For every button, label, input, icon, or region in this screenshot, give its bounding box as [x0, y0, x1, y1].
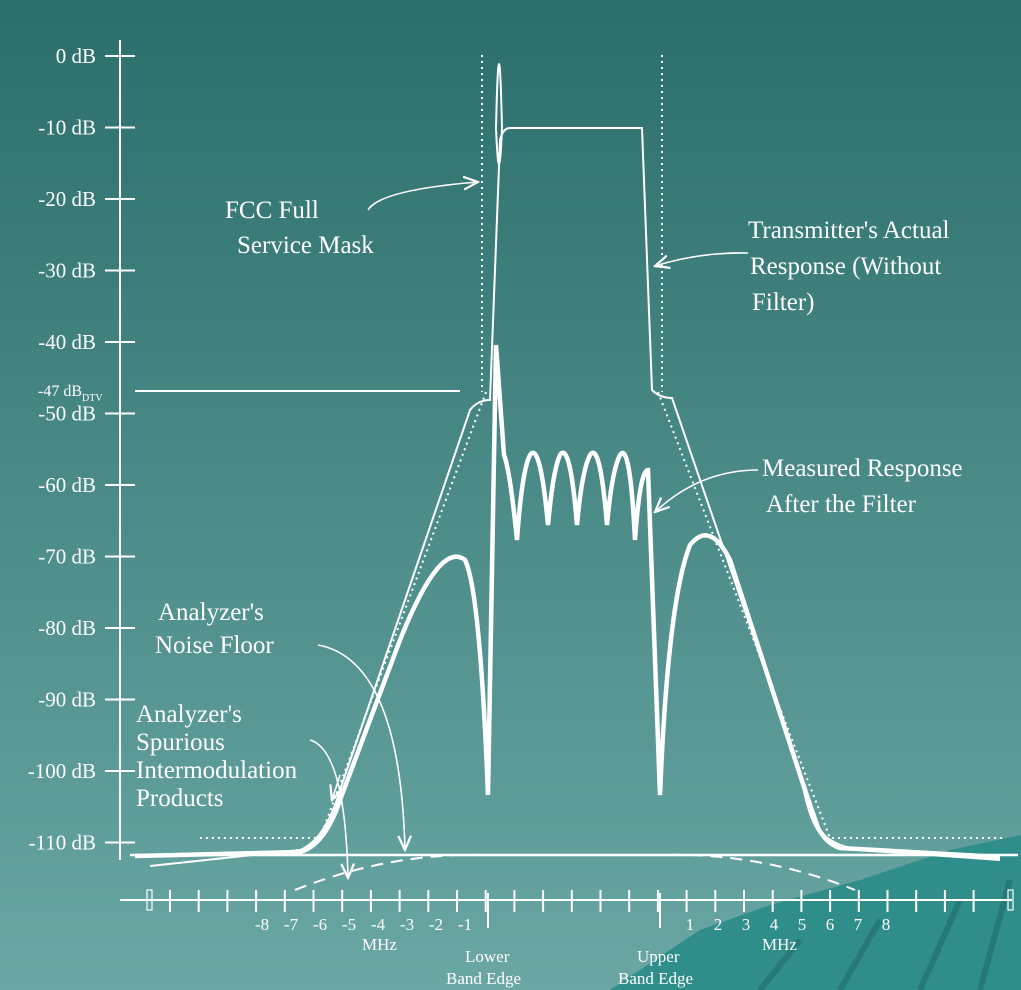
y-tick-label: -110 dB — [29, 831, 96, 855]
annotation: Products — [136, 785, 224, 812]
annotation: Intermodulation — [136, 757, 298, 784]
x-tick-label: -5 — [342, 915, 356, 934]
y-tick-label: -70 dB — [38, 545, 96, 569]
y-tick-label: -50 dB — [38, 402, 96, 426]
arrow — [332, 774, 340, 800]
spurious-products — [294, 853, 856, 891]
x-tick-label: -8 — [255, 915, 269, 934]
dtv-level: -47 dBDTV — [38, 383, 103, 404]
x-unit: MHz — [362, 935, 397, 954]
annotation: Spurious — [136, 729, 225, 756]
measured-response — [134, 344, 1001, 860]
x-unit: MHz — [762, 935, 797, 954]
x-tick-label: 5 — [798, 915, 807, 934]
y-tick-label: -90 dB — [38, 688, 96, 712]
annotation: Filter) — [752, 289, 815, 316]
axes — [105, 40, 1014, 928]
annotation: Analyzer's — [158, 599, 264, 626]
band-edge-label: Band Edge — [618, 969, 693, 988]
y-tick-label: -60 dB — [38, 473, 96, 497]
x-tick-label: 7 — [854, 915, 863, 934]
annotation: FCC Full — [225, 197, 319, 224]
y-tick-label: -10 dB — [38, 116, 96, 140]
y-tick-label: -30 dB — [38, 259, 96, 283]
y-tick-label: -20 dB — [38, 187, 96, 211]
axis-end — [146, 889, 153, 911]
x-tick-label: -1 — [458, 915, 472, 934]
arrow — [317, 644, 405, 850]
arrows — [309, 182, 759, 878]
fcc-mask — [200, 55, 1005, 839]
x-tick-label: 3 — [742, 915, 751, 934]
x-tick-label: -6 — [313, 915, 327, 934]
y-tick-label: -40 dB — [38, 330, 96, 354]
x-tick-label: 4 — [770, 915, 779, 934]
x-tick-label: -2 — [429, 915, 443, 934]
x-tick-label: 2 — [714, 915, 723, 934]
band-edge-label: Lower — [465, 947, 510, 966]
annotation: Analyzer's — [136, 701, 242, 728]
annotation: Noise Floor — [155, 632, 274, 659]
curves — [130, 55, 1018, 891]
arrow — [655, 469, 759, 512]
band-edge-label: Upper — [637, 947, 680, 966]
arrow — [309, 739, 348, 878]
annotation: Measured Response — [762, 455, 963, 482]
annotation: After the Filter — [766, 491, 917, 518]
carrier-spike — [495, 63, 504, 165]
x-tick-label: 1 — [686, 915, 695, 934]
y-tick-label: 0 dB — [56, 44, 96, 68]
x-tick-label: -4 — [371, 915, 386, 934]
axis-end — [1007, 889, 1014, 911]
band-edge-label: Band Edge — [446, 969, 521, 988]
decor-stripes — [757, 879, 1013, 990]
decor-hill — [610, 835, 1021, 990]
annotation: Transmitter's Actual — [748, 217, 950, 244]
y-tick-label: -100 dB — [28, 759, 96, 783]
x-tick-label: 6 — [826, 915, 835, 934]
labels: -47 dBDTV MHz MHz Lower Band Edge Upper … — [28, 44, 963, 988]
x-tick-label: -3 — [400, 915, 414, 934]
y-tick-label: -80 dB — [38, 616, 96, 640]
arrow — [367, 182, 478, 211]
arrow — [655, 252, 749, 266]
x-tick-label: 8 — [882, 915, 891, 934]
annotation: Response (Without — [750, 253, 941, 280]
annotation: Service Mask — [237, 232, 374, 259]
x-tick-label: -7 — [284, 915, 299, 934]
